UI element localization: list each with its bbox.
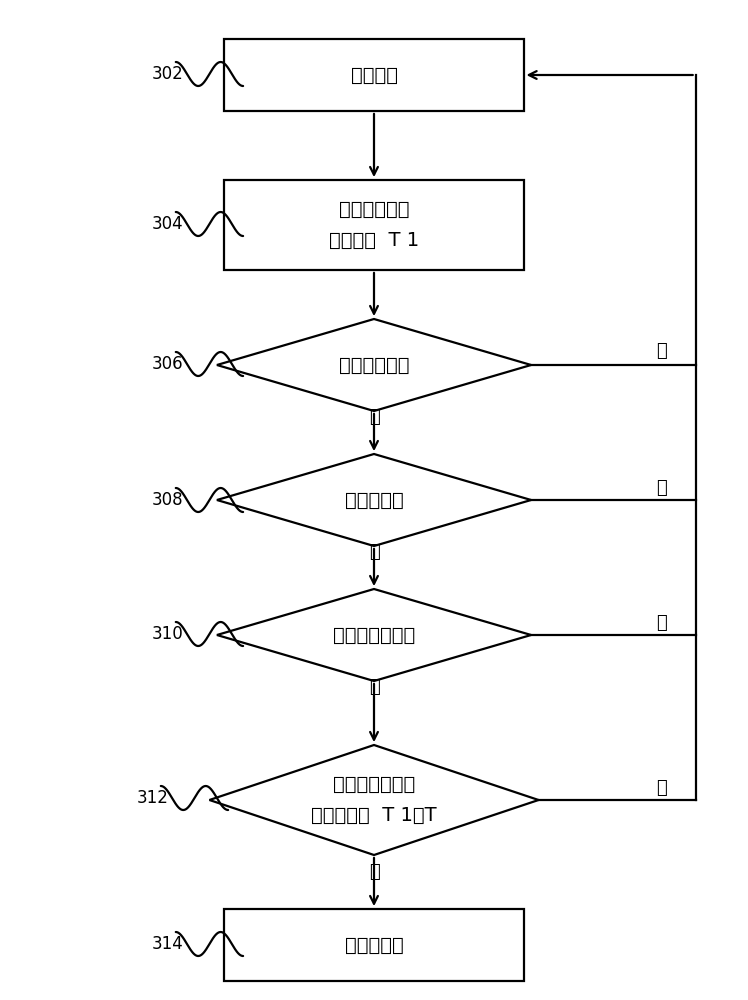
Text: 压缩机开启: 压缩机开启 xyxy=(345,490,403,510)
Text: 否: 否 xyxy=(657,342,667,360)
Bar xyxy=(224,180,524,270)
Text: 否: 否 xyxy=(657,779,667,797)
Text: 310: 310 xyxy=(152,625,183,643)
Text: 314: 314 xyxy=(152,935,183,953)
Text: 否: 否 xyxy=(657,614,667,632)
Text: 正常运行: 正常运行 xyxy=(351,66,397,85)
Polygon shape xyxy=(217,319,531,411)
Text: 308: 308 xyxy=(152,491,183,509)
Bar xyxy=(224,39,524,111)
Text: 304: 304 xyxy=(152,215,183,233)
Text: 是: 是 xyxy=(369,863,379,881)
Text: 开启电辅热: 开启电辅热 xyxy=(345,936,403,954)
Text: 306: 306 xyxy=(152,355,183,373)
Text: 电辅热功能开启: 电辅热功能开启 xyxy=(333,626,415,645)
Polygon shape xyxy=(209,745,539,855)
Text: 制热模式运行: 制热模式运行 xyxy=(339,356,409,374)
Text: 否: 否 xyxy=(657,479,667,497)
Text: 312: 312 xyxy=(136,789,168,807)
Text: 是: 是 xyxy=(369,408,379,426)
Text: 是: 是 xyxy=(369,543,379,561)
Text: 是: 是 xyxy=(369,678,379,696)
Polygon shape xyxy=(217,589,531,681)
Text: 智能手机传输
房间温度  T 1: 智能手机传输 房间温度 T 1 xyxy=(329,200,419,250)
Text: 压缩机最大可靠
频率运行且  T 1＜T: 压缩机最大可靠 频率运行且 T 1＜T xyxy=(311,775,437,825)
Text: 302: 302 xyxy=(152,65,183,83)
Bar xyxy=(224,909,524,981)
Polygon shape xyxy=(217,454,531,546)
